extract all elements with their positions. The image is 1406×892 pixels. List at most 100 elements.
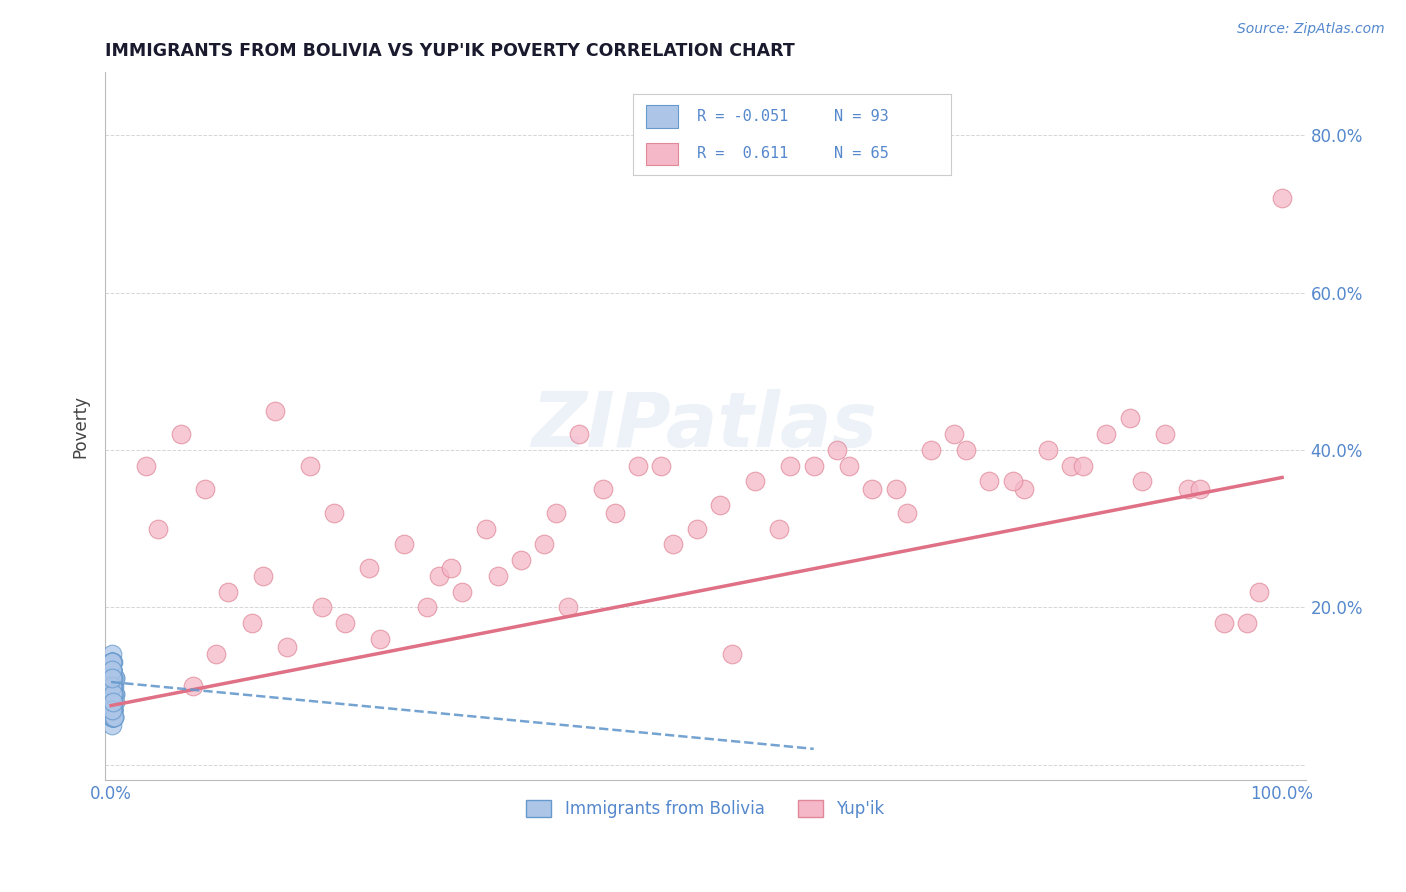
Point — [533, 537, 555, 551]
Point — [264, 403, 287, 417]
Point — [1071, 458, 1094, 473]
Point — [101, 695, 124, 709]
Point — [568, 427, 591, 442]
Point — [103, 671, 125, 685]
Point — [100, 656, 122, 670]
Point — [101, 710, 124, 724]
Point — [592, 483, 614, 497]
Point — [709, 498, 731, 512]
Point — [100, 671, 122, 685]
Point — [100, 663, 122, 677]
Point — [101, 687, 124, 701]
Text: IMMIGRANTS FROM BOLIVIA VS YUP'IK POVERTY CORRELATION CHART: IMMIGRANTS FROM BOLIVIA VS YUP'IK POVERT… — [105, 42, 794, 60]
Text: Source: ZipAtlas.com: Source: ZipAtlas.com — [1237, 22, 1385, 37]
Point — [1014, 483, 1036, 497]
Point — [1236, 615, 1258, 630]
Point — [1001, 475, 1024, 489]
Point — [103, 702, 125, 716]
Point — [103, 702, 125, 716]
Point — [101, 695, 124, 709]
Point — [103, 702, 125, 716]
Point — [101, 663, 124, 677]
Point — [101, 695, 124, 709]
Point — [101, 710, 124, 724]
Point — [603, 506, 626, 520]
Point — [217, 584, 239, 599]
Point — [103, 687, 125, 701]
Point — [299, 458, 322, 473]
Point — [101, 687, 124, 701]
Point — [1177, 483, 1199, 497]
Point — [1130, 475, 1153, 489]
Point — [101, 679, 124, 693]
Point — [100, 702, 122, 716]
Point — [1247, 584, 1270, 599]
Point — [100, 663, 122, 677]
Point — [416, 600, 439, 615]
Point — [101, 702, 124, 716]
Point — [486, 569, 509, 583]
Point — [101, 656, 124, 670]
Point — [101, 671, 124, 685]
Point — [779, 458, 801, 473]
Point — [101, 671, 124, 685]
Point — [510, 553, 533, 567]
Point — [101, 656, 124, 670]
Point — [101, 687, 124, 701]
Point — [276, 640, 298, 654]
Point — [100, 710, 122, 724]
Point — [100, 671, 122, 685]
Point — [170, 427, 193, 442]
Point — [100, 702, 122, 716]
Text: ZIPatlas: ZIPatlas — [533, 390, 879, 463]
Point — [1212, 615, 1234, 630]
Point — [100, 663, 122, 677]
Point — [1060, 458, 1083, 473]
Point — [884, 483, 907, 497]
Point — [181, 679, 204, 693]
Point — [103, 695, 125, 709]
Point — [101, 710, 124, 724]
Point — [100, 695, 122, 709]
Point — [803, 458, 825, 473]
Point — [100, 687, 122, 701]
Point — [101, 687, 124, 701]
Point — [101, 687, 124, 701]
Point — [100, 718, 122, 732]
Point — [825, 442, 848, 457]
Point — [101, 656, 124, 670]
Point — [101, 679, 124, 693]
Point — [955, 442, 977, 457]
Point — [103, 702, 125, 716]
Point — [103, 695, 125, 709]
Point — [100, 702, 122, 716]
Point — [252, 569, 274, 583]
Point — [101, 679, 124, 693]
Point — [103, 710, 125, 724]
Point — [101, 687, 124, 701]
Point — [311, 600, 333, 615]
Point — [1119, 411, 1142, 425]
Point — [100, 656, 122, 670]
Point — [370, 632, 392, 646]
Point — [101, 695, 124, 709]
Point — [103, 679, 125, 693]
Point — [103, 695, 125, 709]
Point — [100, 695, 122, 709]
Point — [979, 475, 1001, 489]
Point — [357, 561, 380, 575]
Point — [662, 537, 685, 551]
Point — [475, 522, 498, 536]
Point — [427, 569, 450, 583]
Point — [101, 695, 124, 709]
Point — [100, 663, 122, 677]
Point — [101, 671, 124, 685]
Point — [100, 671, 122, 685]
Point — [103, 671, 125, 685]
Point — [100, 695, 122, 709]
Point — [744, 475, 766, 489]
Point — [101, 671, 124, 685]
Point — [101, 663, 124, 677]
Point — [100, 695, 122, 709]
Point — [451, 584, 474, 599]
